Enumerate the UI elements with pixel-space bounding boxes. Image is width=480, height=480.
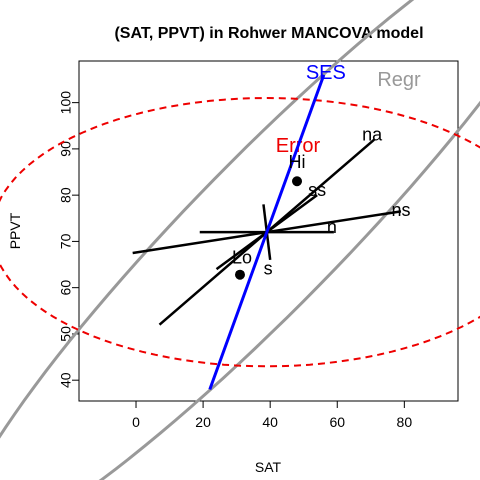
y-tick-label: 50 [58, 326, 74, 342]
y-tick-label: 80 [58, 187, 74, 203]
coef-label-n: n [327, 217, 337, 237]
y-axis: 40 50 60 70 80 90 100 [58, 91, 79, 388]
y-tick-label: 40 [58, 372, 74, 388]
y-tick-label: 100 [58, 91, 74, 115]
y-tick-label: 90 [58, 141, 74, 157]
ellipse-error [0, 96, 480, 368]
coef-label-ns: ns [391, 200, 410, 220]
x-tick-label: 80 [397, 414, 413, 430]
x-tick-label: 20 [195, 414, 211, 430]
chart-title: (SAT, PPVT) in Rohwer MANCOVA model [114, 25, 423, 42]
coef-label-na: na [362, 124, 383, 144]
ellipse-label-regr: Regr [377, 69, 421, 91]
x-axis: 0 20 40 60 80 [132, 401, 412, 430]
x-axis-label: SAT [255, 459, 282, 475]
plot-frame [78, 60, 459, 402]
y-tick-label: 70 [58, 233, 74, 249]
coef-label-ss: ss [308, 180, 326, 200]
y-tick-label: 60 [58, 280, 74, 296]
x-tick-label: 0 [132, 414, 140, 430]
point-label-hi: Hi [289, 152, 306, 172]
y-axis-label: PPVT [7, 212, 23, 249]
point-lo [234, 269, 245, 280]
x-tick-label: 60 [329, 414, 345, 430]
ses-line [208, 74, 326, 390]
coef-label-s: s [264, 259, 273, 279]
group-points: Hi Lo [232, 152, 306, 280]
ses-layer: SES [208, 62, 346, 390]
point-label-lo: Lo [232, 247, 252, 267]
x-tick-label: 40 [262, 414, 278, 430]
ses-label: SES [306, 62, 346, 84]
point-hi [292, 176, 303, 187]
